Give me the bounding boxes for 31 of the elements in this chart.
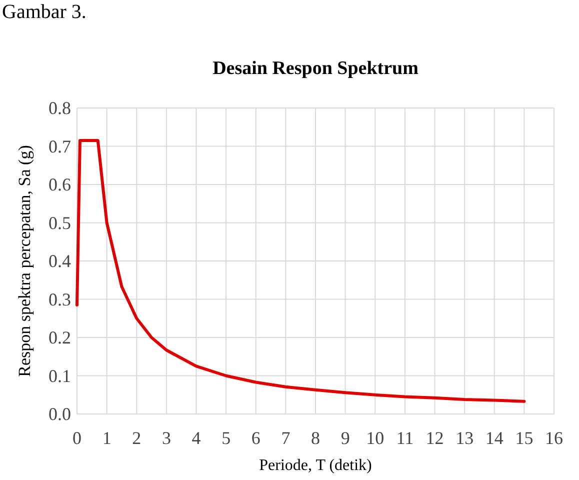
x-tick-label: 8	[311, 428, 320, 448]
x-axis-title: Periode, T (detik)	[259, 457, 372, 474]
x-tick-label: 12	[426, 428, 444, 448]
y-axis-title: Respon spektra percepatan, Sa (g)	[15, 145, 34, 377]
y-tick-label: 0.8	[48, 98, 71, 118]
x-tick-label: 7	[281, 428, 290, 448]
line-series	[76, 139, 526, 403]
x-tick-label: 3	[162, 428, 171, 448]
x-tick-label: 15	[515, 428, 534, 448]
x-tick-label: 10	[366, 428, 384, 448]
x-tick-label: 0	[72, 428, 82, 448]
y-tick-label: 0.3	[48, 289, 71, 310]
x-tick-label: 2	[132, 428, 142, 448]
x-tick-label: 16	[545, 428, 563, 448]
x-tick-label: 4	[192, 428, 201, 448]
y-tick-label: 0.0	[48, 404, 71, 424]
x-tick-label: 9	[340, 428, 350, 448]
y-tick-label: 0.5	[48, 212, 71, 233]
x-tick-label: 5	[222, 428, 231, 448]
x-tick-label: 11	[396, 428, 414, 448]
x-tick-label: 6	[251, 428, 260, 448]
chart-title: Desain Respon Spektrum	[212, 58, 419, 79]
y-tick-label: 0.7	[48, 136, 71, 156]
y-tick-label: 0.4	[48, 251, 71, 271]
y-tick-label: 0.6	[48, 174, 71, 194]
text: Gambar 3.	[2, 1, 86, 23]
y-tick-label: 0.2	[48, 328, 71, 348]
x-tick-label: 1	[102, 428, 112, 448]
y-tick-label: 0.1	[48, 366, 71, 386]
x-tick-label: 13	[456, 428, 474, 448]
x-tick-label: 14	[485, 428, 504, 448]
